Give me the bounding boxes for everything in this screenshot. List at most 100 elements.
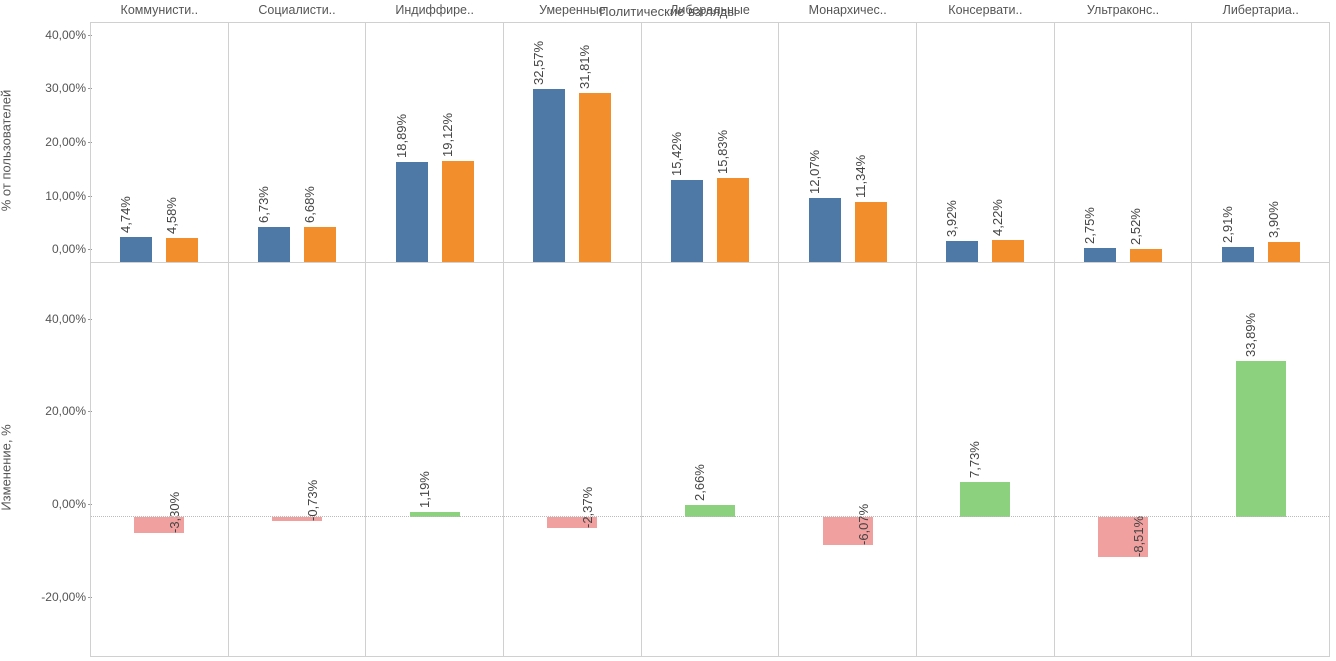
bar-value-label: 2,91% (1220, 206, 1235, 247)
bars-group: 4,74% 4,58% (91, 23, 228, 262)
diff-value-label: 1,19% (417, 471, 432, 512)
bottom-panel: -8,51% (1054, 263, 1192, 657)
diff-bar: -6,07% (823, 517, 873, 545)
bar-series-a: 18,89% (396, 162, 428, 262)
y-axis-bottom: Изменение, % -20,00%0,00%20,00%40,00% (0, 263, 90, 657)
bar-value-label: 18,89% (394, 114, 409, 162)
bottom-row: -3,30% -0,73% 1,19% -2,37% 2,66% -6,07% 7,73% -… (90, 263, 1330, 657)
bars-group: 32,57% 31,81% (504, 23, 641, 262)
zero-line (642, 516, 779, 517)
zero-line (1192, 516, 1329, 517)
y-tick-top: 40,00% (45, 28, 86, 42)
bar-series-a: 3,92% (946, 241, 978, 262)
top-panel: Либеральные15,42%15,83% (641, 22, 779, 263)
bottom-panel: -0,73% (228, 263, 366, 657)
top-panel: Индиффире..18,89%19,12% (365, 22, 503, 263)
column-header: Коммунисти.. (91, 3, 228, 17)
bar-value-label: 15,42% (669, 132, 684, 180)
column-header: Монархичес.. (779, 3, 916, 17)
y-axis-top: % от пользователей 0,00%10,00%20,00%30,0… (0, 22, 90, 263)
bottom-panel: 2,66% (641, 263, 779, 657)
bar-series-b: 4,58% (166, 238, 198, 262)
top-panel: Либертариа..2,91%3,90% (1191, 22, 1330, 263)
y-tick-bottom: 0,00% (52, 497, 86, 511)
zero-line (779, 516, 916, 517)
bottom-panel: -3,30% (90, 263, 228, 657)
top-panel: Ультраконс..2,75%2,52% (1054, 22, 1192, 263)
column-header: Ультраконс.. (1055, 3, 1192, 17)
top-panel: Монархичес..12,07%11,34% (778, 22, 916, 263)
y-tick-bottom: 20,00% (45, 404, 86, 418)
bar-series-a: 15,42% (671, 180, 703, 262)
diff-bar: -0,73% (272, 517, 322, 520)
panels-wrap: Коммунисти..4,74%4,58%Социалисти..6,73%6… (90, 22, 1330, 657)
bar-value-label: 4,74% (118, 196, 133, 237)
y-tick-top: 30,00% (45, 81, 86, 95)
column-header: Индиффире.. (366, 3, 503, 17)
zero-line (917, 516, 1054, 517)
bar-value-label: 4,58% (164, 197, 179, 238)
bar-series-b: 3,90% (1268, 242, 1300, 263)
bar-series-b: 31,81% (579, 93, 611, 262)
bars-group: 2,91% 3,90% (1192, 23, 1329, 262)
bar-value-label: 19,12% (440, 113, 455, 161)
bar-value-label: 2,75% (1082, 207, 1097, 248)
bar-series-b: 11,34% (855, 202, 887, 262)
diff-bar: 33,89% (1236, 361, 1286, 518)
y-tick-top: 0,00% (52, 242, 86, 256)
zero-line (1055, 516, 1192, 517)
bottom-panel: -2,37% (503, 263, 641, 657)
bar-series-a: 4,74% (120, 237, 152, 262)
zero-line (91, 516, 228, 517)
diff-bar: -8,51% (1098, 517, 1148, 556)
bar-value-label: 3,92% (944, 201, 959, 242)
column-header: Либертариа.. (1192, 3, 1329, 17)
bar-series-b: 19,12% (442, 161, 474, 263)
y-tick-bottom: 40,00% (45, 312, 86, 326)
column-header: Умеренные (504, 3, 641, 17)
bar-series-a: 12,07% (809, 198, 841, 262)
bar-series-a: 32,57% (533, 89, 565, 262)
diff-value-label: -6,07% (856, 500, 871, 545)
bar-series-b: 4,22% (992, 240, 1024, 262)
bar-value-label: 12,07% (807, 150, 822, 198)
bottom-panel: -6,07% (778, 263, 916, 657)
top-row: Коммунисти..4,74%4,58%Социалисти..6,73%6… (90, 22, 1330, 263)
diff-value-label: 2,66% (692, 464, 707, 505)
diff-value-label: -0,73% (305, 476, 320, 521)
bar-value-label: 3,90% (1266, 201, 1281, 242)
top-panel: Социалисти..6,73%6,68% (228, 22, 366, 263)
y-tick-top: 20,00% (45, 135, 86, 149)
bar-series-a: 2,91% (1222, 247, 1254, 262)
y-tick-bottom: -20,00% (41, 590, 86, 604)
column-header: Либеральные (642, 3, 779, 17)
diff-value-label: -8,51% (1131, 512, 1146, 557)
bars-group: 6,73% 6,68% (229, 23, 366, 262)
diff-value-label: -2,37% (580, 483, 595, 528)
bar-value-label: 11,34% (853, 155, 868, 202)
bar-value-label: 15,83% (715, 130, 730, 178)
bar-series-b: 2,52% (1130, 249, 1162, 262)
zero-line (504, 516, 641, 517)
bottom-panel: 1,19% (365, 263, 503, 657)
chart-container: Политические взгляды % от пользователей … (0, 0, 1336, 661)
bars-group: 15,42% 15,83% (642, 23, 779, 262)
zero-line (229, 516, 366, 517)
bar-series-a: 2,75% (1084, 248, 1116, 263)
diff-value-label: 33,89% (1243, 313, 1258, 361)
bar-series-a: 6,73% (258, 227, 290, 263)
bar-series-b: 6,68% (304, 227, 336, 263)
bars-group: 18,89% 19,12% (366, 23, 503, 262)
bar-value-label: 6,68% (302, 186, 317, 227)
bar-value-label: 2,52% (1128, 208, 1143, 249)
bars-group: 2,75% 2,52% (1055, 23, 1192, 262)
diff-value-label: -3,30% (167, 487, 182, 532)
bar-series-b: 15,83% (717, 178, 749, 262)
diff-bar: 7,73% (960, 482, 1010, 518)
top-panel: Умеренные32,57%31,81% (503, 22, 641, 263)
column-header: Социалисти.. (229, 3, 366, 17)
diff-bar: -2,37% (547, 517, 597, 528)
bars-group: 12,07% 11,34% (779, 23, 916, 262)
bar-value-label: 6,73% (256, 186, 271, 227)
bottom-panel: 33,89% (1191, 263, 1330, 657)
